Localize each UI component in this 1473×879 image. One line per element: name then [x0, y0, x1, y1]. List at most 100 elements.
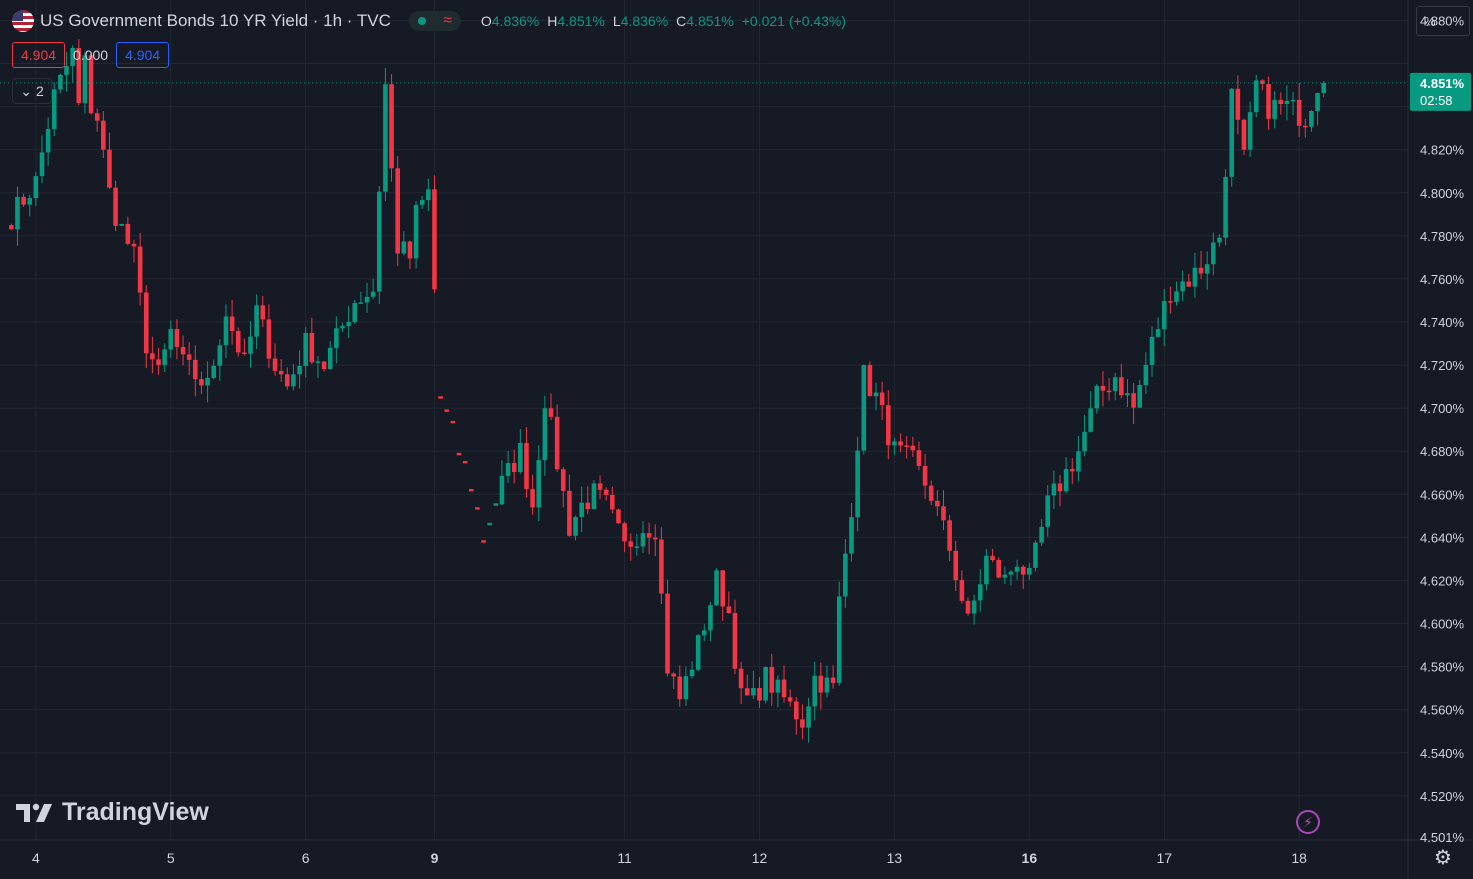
candle	[15, 196, 20, 230]
candle	[1063, 469, 1069, 492]
candle	[744, 688, 750, 696]
candle	[597, 483, 603, 490]
trade-panel: 4.904 0.000 4.904	[12, 42, 170, 68]
time-axis-label: 16	[1022, 850, 1038, 866]
candle	[1223, 176, 1228, 238]
price-axis-label: 4.700%	[1420, 401, 1465, 416]
candle	[51, 89, 57, 129]
candle	[1174, 291, 1179, 302]
candle	[1315, 93, 1320, 112]
candle	[1045, 495, 1051, 527]
candle	[113, 187, 118, 226]
scale-mode-button[interactable]: %	[1416, 6, 1470, 36]
price-axis-label: 4.680%	[1420, 444, 1465, 459]
candle	[462, 461, 468, 464]
candle	[585, 502, 591, 510]
candle	[1039, 526, 1044, 543]
price-change: +0.021 (+0.43%)	[741, 13, 847, 29]
candle	[1180, 281, 1185, 292]
candle	[665, 593, 670, 674]
indicators-collapse-button[interactable]: ⌄ 2	[12, 78, 52, 104]
symbol-title[interactable]: US Government Bonds 10 YR Yield · 1h · T…	[40, 11, 391, 30]
candle	[180, 346, 186, 355]
candle	[1082, 431, 1087, 452]
candle	[702, 630, 707, 636]
candle	[542, 408, 548, 461]
candle	[107, 149, 112, 188]
candle	[861, 365, 867, 451]
market-status-pill[interactable]: ≈	[408, 11, 461, 31]
candle	[775, 679, 781, 693]
candle	[990, 555, 995, 561]
candle	[1321, 82, 1327, 94]
price-axis-label: 4.780%	[1420, 229, 1465, 244]
candle	[401, 241, 407, 254]
candle	[450, 420, 456, 424]
sell-button[interactable]: 4.904	[12, 42, 66, 68]
tradingview-watermark: TradingView	[16, 798, 209, 827]
price-axis-label: 4.660%	[1420, 487, 1465, 502]
candle	[518, 442, 523, 473]
candle	[358, 302, 364, 304]
gear-icon[interactable]: ⚙	[1434, 846, 1452, 869]
candle	[1260, 80, 1265, 84]
candle	[1309, 111, 1314, 127]
price-axis-label: 4.620%	[1420, 573, 1465, 588]
candle	[1027, 567, 1032, 575]
candle	[610, 494, 615, 510]
candle	[689, 669, 695, 677]
low-key: L	[612, 13, 621, 29]
candle	[824, 677, 830, 693]
time-axis-label: 13	[887, 850, 903, 866]
candle	[830, 677, 836, 683]
buy-button[interactable]: 4.904	[116, 42, 170, 68]
candle	[855, 450, 860, 518]
candle	[671, 673, 676, 677]
candle	[904, 445, 909, 447]
candle	[1290, 99, 1296, 102]
candle	[174, 329, 180, 347]
candle	[413, 204, 419, 259]
candle	[996, 560, 1001, 578]
candle	[475, 507, 480, 510]
candle	[1168, 301, 1173, 303]
candle	[266, 319, 272, 359]
price-axis-label: 4.720%	[1420, 358, 1465, 373]
candle	[916, 450, 922, 466]
candle	[229, 316, 235, 332]
close-value: 4.851%	[686, 13, 734, 29]
candle	[1088, 408, 1093, 432]
candle	[941, 506, 946, 521]
candle	[205, 377, 210, 386]
low-value: 4.836%	[620, 13, 669, 29]
candle	[1069, 469, 1075, 472]
candle	[505, 463, 511, 476]
candle	[383, 84, 388, 192]
time-axis-label: 5	[167, 850, 175, 866]
spread-value: 0.000	[73, 47, 109, 63]
candle	[468, 488, 474, 492]
candle	[309, 332, 315, 363]
candle	[426, 189, 431, 201]
candle	[395, 168, 400, 254]
candle	[211, 365, 217, 378]
candle	[39, 152, 45, 177]
chevron-down-icon: ⌄	[20, 82, 32, 99]
candle	[1020, 566, 1026, 575]
candle	[720, 570, 726, 607]
price-axis-label: 4.501%	[1420, 830, 1465, 845]
candle	[64, 66, 69, 75]
candle	[260, 305, 266, 320]
candle	[787, 697, 793, 702]
last-price-label	[1410, 72, 1471, 111]
candle	[591, 483, 597, 510]
candle	[567, 490, 572, 536]
candle	[806, 706, 811, 728]
lightning-icon[interactable]: ⚡	[1296, 810, 1320, 834]
time-axis-label: 17	[1156, 850, 1172, 866]
candle	[248, 336, 253, 354]
candle	[1002, 574, 1008, 578]
candle	[683, 676, 689, 700]
candle	[1241, 119, 1247, 150]
